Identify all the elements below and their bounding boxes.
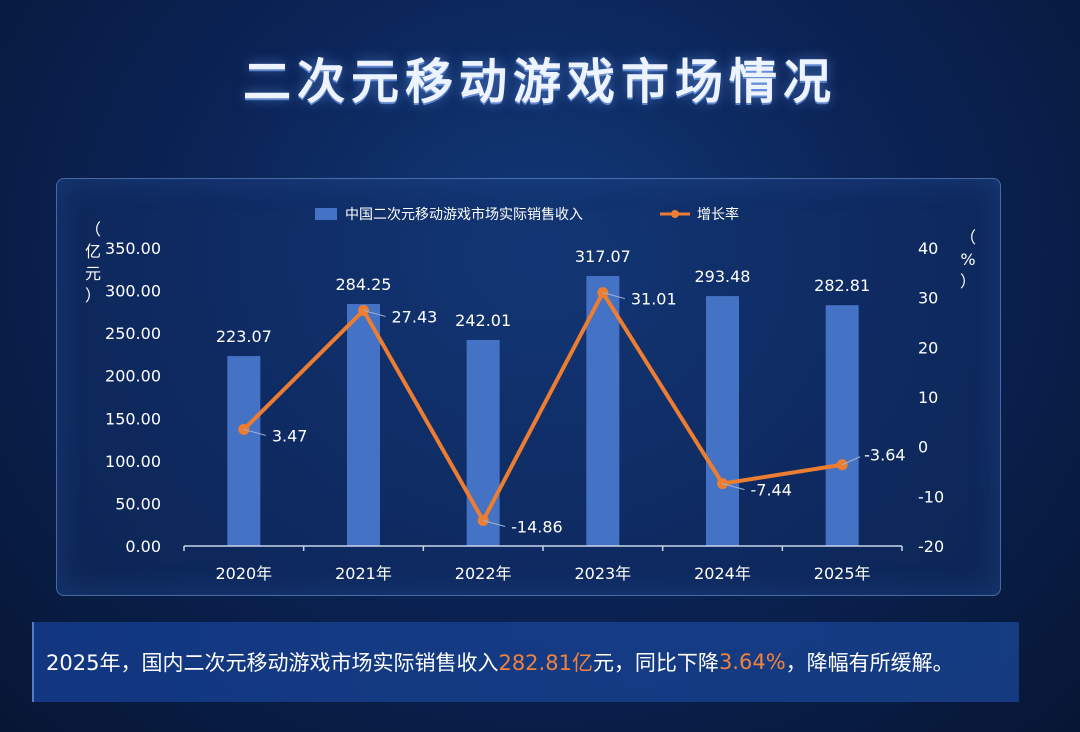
growth-rate-point [477, 514, 489, 526]
left-axis-tick-label: 300.00 [105, 282, 161, 301]
growth-rate-value-label: 3.47 [272, 426, 308, 445]
left-axis-tick-label: 50.00 [115, 494, 161, 513]
left-axis-title-char: 元 [85, 264, 101, 283]
growth-rate-value-label: 31.01 [631, 290, 677, 309]
growth-label-leader [363, 309, 386, 317]
summary-middle: 元，同比下降 [592, 651, 719, 675]
growth-label-leader [243, 428, 266, 436]
bar-value-label: 223.07 [216, 327, 272, 346]
left-axis-title-char: 亿 [85, 242, 101, 261]
bar-revenue [347, 303, 380, 546]
bar-value-label: 284.25 [336, 275, 392, 294]
summary-revenue: 282.81亿 [498, 651, 593, 675]
growth-rate-value-label: -3.64 [864, 446, 905, 465]
right-axis-title-char: （ [960, 228, 976, 247]
right-axis-tick-label: -20 [918, 537, 944, 556]
bar-value-label: 242.01 [455, 311, 511, 330]
growth-rate-value-label: -14.86 [511, 517, 563, 536]
right-axis-title-char: % [960, 250, 975, 269]
summary-suffix: ，降幅有所缓解。 [785, 651, 954, 675]
bar-value-label: 293.48 [695, 267, 751, 286]
growth-label-leader [483, 519, 506, 527]
left-axis-tick-label: 350.00 [105, 239, 161, 258]
summary-bar: 2025年，国内二次元移动游戏市场实际销售收入 282.81亿 元，同比下降 3.64… [32, 622, 1019, 702]
x-axis-category-label: 2024年 [694, 564, 751, 583]
left-axis-title-char: ） [85, 286, 101, 305]
x-axis-category-label: 2025年 [814, 564, 871, 583]
right-axis-tick-label: 0 [918, 438, 928, 457]
growth-label-leader [722, 483, 745, 491]
left-axis-tick-label: 100.00 [105, 452, 161, 471]
bar-value-label: 317.07 [575, 247, 631, 266]
legend-label-growth: 增长率 [697, 206, 739, 223]
left-axis-tick-label: 150.00 [105, 409, 161, 428]
x-axis-category-label: 2020年 [215, 564, 272, 583]
right-axis-title-char: ） [960, 272, 976, 291]
x-axis-category-label: 2022年 [455, 564, 512, 583]
right-axis-tick-label: 10 [918, 388, 938, 407]
right-axis-tick-label: -10 [918, 487, 944, 506]
growth-rate-value-label: -7.44 [751, 481, 792, 500]
summary-rate: 3.64% [718, 650, 786, 674]
growth-rate-value-label: 27.43 [392, 307, 438, 326]
right-axis-tick-label: 20 [918, 338, 938, 357]
page-title: 二次元移动游戏市场情况 [242, 54, 837, 110]
growth-label-leader [841, 456, 861, 466]
left-axis-tick-label: 0.00 [125, 537, 161, 556]
left-axis-tick-label: 250.00 [105, 324, 161, 343]
bar-revenue [825, 305, 859, 546]
legend-swatch-revenue [315, 208, 337, 220]
growth-rate-line [242, 290, 843, 523]
right-axis-tick-label: 30 [918, 289, 938, 308]
bar-revenue [227, 356, 261, 546]
bar-revenue [706, 296, 739, 546]
x-axis-category-label: 2023年 [574, 564, 631, 583]
legend-label-revenue: 中国二次元移动游戏市场实际销售收入 [345, 206, 583, 223]
x-axis-category-label: 2021年 [335, 564, 392, 583]
bar-revenue [466, 339, 500, 546]
bar-value-label: 282.81 [814, 276, 870, 295]
growth-label-leader [602, 292, 625, 300]
chart-panel: 中国二次元移动游戏市场实际销售收入 增长率 （ 亿元 ） （% ） 0.00 50.00 100.… [56, 178, 1001, 596]
combo-chart: 中国二次元移动游戏市场实际销售收入 增长率 （ 亿元 ） （% ） 0.00 50.00 100.… [85, 206, 976, 583]
legend-swatch-growth-marker [671, 210, 679, 218]
summary-prefix: 2025年，国内二次元移动游戏市场实际销售收入 [46, 651, 499, 675]
left-axis-tick-label: 200.00 [105, 367, 161, 386]
growth-rate-point [238, 423, 250, 435]
bar-revenue [586, 276, 620, 546]
left-axis-title-char: （ [85, 220, 101, 239]
right-axis-tick-label: 40 [918, 239, 938, 258]
